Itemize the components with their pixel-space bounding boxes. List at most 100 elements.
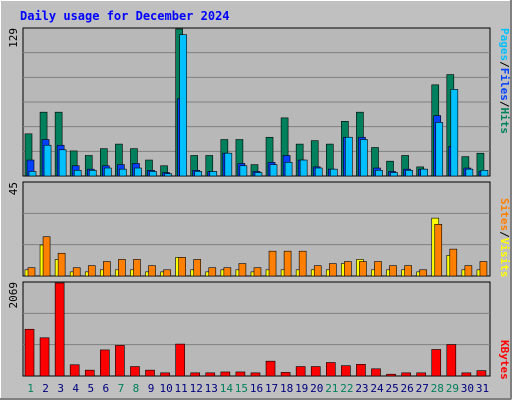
bar-kbytes-day-16 xyxy=(250,372,261,377)
bar-sites-day-29 xyxy=(449,248,458,277)
day-label-11: 11 xyxy=(175,382,188,395)
bar-pages-day-13 xyxy=(209,171,218,177)
plot-area xyxy=(22,181,491,277)
bar-sites-day-6 xyxy=(103,261,111,277)
bar-kbytes-day-25 xyxy=(386,373,396,377)
panel-hits-files-pages xyxy=(22,27,491,177)
bar-kbytes-day-18 xyxy=(280,372,291,377)
bar-pages-day-30 xyxy=(465,168,474,177)
bar-pages-day-4 xyxy=(73,170,82,177)
panel-visits-sites xyxy=(22,181,491,277)
legend-sep-3: / xyxy=(498,231,511,238)
bar-pages-day-15 xyxy=(239,165,248,177)
day-label-9: 9 xyxy=(148,382,155,395)
bar-pages-day-21 xyxy=(329,168,338,177)
bar-pages-day-26 xyxy=(405,170,413,177)
bar-sites-day-17 xyxy=(268,250,277,277)
day-label-20: 20 xyxy=(310,382,323,395)
bar-pages-day-16 xyxy=(254,172,263,177)
legend-hits: Hits xyxy=(498,108,511,135)
bar-sites-day-15 xyxy=(238,263,247,277)
bar-kbytes-day-1 xyxy=(24,328,35,377)
bar-kbytes-day-13 xyxy=(205,372,216,377)
x-axis-day-labels: 1 2 3 4 5 6 7 8 9 10 11 12 13 14 15 16 17 18 19 20 21 22 23 24 2… xyxy=(27,382,489,395)
bar-sites-day-5 xyxy=(87,265,96,277)
bar-sites-day-30 xyxy=(464,265,473,277)
bar-sites-day-26 xyxy=(404,265,412,277)
bar-sites-day-8 xyxy=(133,259,141,277)
bar-pages-day-8 xyxy=(134,167,142,177)
bar-kbytes-day-19 xyxy=(295,366,306,377)
bar-pages-day-28 xyxy=(435,122,444,177)
bar-sites-day-23 xyxy=(359,261,367,277)
bar-sites-day-1 xyxy=(27,267,36,277)
bar-kbytes-day-4 xyxy=(69,364,80,377)
bar-kbytes-day-3 xyxy=(54,282,65,377)
bar-kbytes-day-9 xyxy=(145,369,155,377)
bar-kbytes-day-24 xyxy=(371,368,381,377)
bar-sites-day-19 xyxy=(298,250,307,277)
bar-sites-day-2 xyxy=(42,236,51,277)
bar-pages-day-27 xyxy=(420,168,428,177)
bar-sites-day-12 xyxy=(193,259,202,277)
bar-pages-day-6 xyxy=(104,167,112,177)
bar-pages-day-18 xyxy=(284,162,293,177)
bar-kbytes-day-14 xyxy=(220,371,231,377)
bar-kbytes-day-20 xyxy=(310,366,321,377)
panel-kbytes xyxy=(22,281,491,377)
bar-sites-day-22 xyxy=(344,261,352,277)
bar-sites-day-14 xyxy=(223,267,232,277)
day-label-3: 3 xyxy=(57,382,64,395)
day-label-25: 25 xyxy=(385,382,398,395)
y-max-label-bot: 2069 xyxy=(7,282,20,309)
bar-sites-day-10 xyxy=(163,269,171,277)
legend-kbytes: KBytes xyxy=(498,340,511,380)
legend-visits: Visits xyxy=(498,238,511,278)
legend-sep-2: / xyxy=(498,101,511,108)
legend-sites: Sites xyxy=(498,198,511,231)
day-label-15: 15 xyxy=(235,382,248,395)
plot-area xyxy=(22,281,491,377)
bar-kbytes-day-22 xyxy=(341,365,351,377)
bar-kbytes-day-2 xyxy=(39,337,50,377)
day-label-4: 4 xyxy=(72,382,79,395)
bar-pages-day-3 xyxy=(58,149,67,177)
bar-pages-day-29 xyxy=(450,89,459,177)
y-max-label-mid: 45 xyxy=(7,182,20,195)
day-label-30: 30 xyxy=(461,382,474,395)
bar-kbytes-day-27 xyxy=(416,372,426,377)
bar-pages-day-9 xyxy=(149,171,157,177)
bar-sites-day-11 xyxy=(178,257,186,277)
day-label-2: 2 xyxy=(42,382,49,395)
bar-pages-day-12 xyxy=(194,171,203,177)
bar-pages-day-5 xyxy=(88,170,97,177)
bar-sites-day-28 xyxy=(434,224,443,277)
bar-pages-day-1 xyxy=(28,171,37,177)
bar-kbytes-day-10 xyxy=(160,372,170,377)
day-label-18: 18 xyxy=(280,382,293,395)
bar-sites-day-18 xyxy=(283,250,292,277)
day-label-28: 28 xyxy=(431,382,444,395)
bar-kbytes-day-28 xyxy=(431,349,442,377)
chart-title: Daily usage for December 2024 xyxy=(20,9,230,23)
bar-sites-day-25 xyxy=(389,265,397,277)
bar-kbytes-day-12 xyxy=(190,372,201,377)
day-label-1: 1 xyxy=(27,382,34,395)
day-label-12: 12 xyxy=(190,382,203,395)
bar-sites-day-27 xyxy=(419,269,427,277)
bar-sites-day-7 xyxy=(118,259,126,277)
bar-pages-day-7 xyxy=(119,168,127,177)
bar-sites-day-24 xyxy=(374,261,382,277)
bar-pages-day-19 xyxy=(299,159,308,177)
legend-hits-files-pages: Pages/Files/Hits xyxy=(498,28,511,134)
bar-kbytes-day-17 xyxy=(265,360,276,377)
bar-pages-day-25 xyxy=(390,172,398,177)
day-label-13: 13 xyxy=(205,382,218,395)
bar-kbytes-day-26 xyxy=(401,372,411,377)
day-label-24: 24 xyxy=(370,382,384,395)
bar-pages-day-11 xyxy=(179,34,187,177)
bar-pages-day-17 xyxy=(269,164,278,177)
day-label-21: 21 xyxy=(325,382,338,395)
bar-kbytes-day-7 xyxy=(115,345,125,377)
